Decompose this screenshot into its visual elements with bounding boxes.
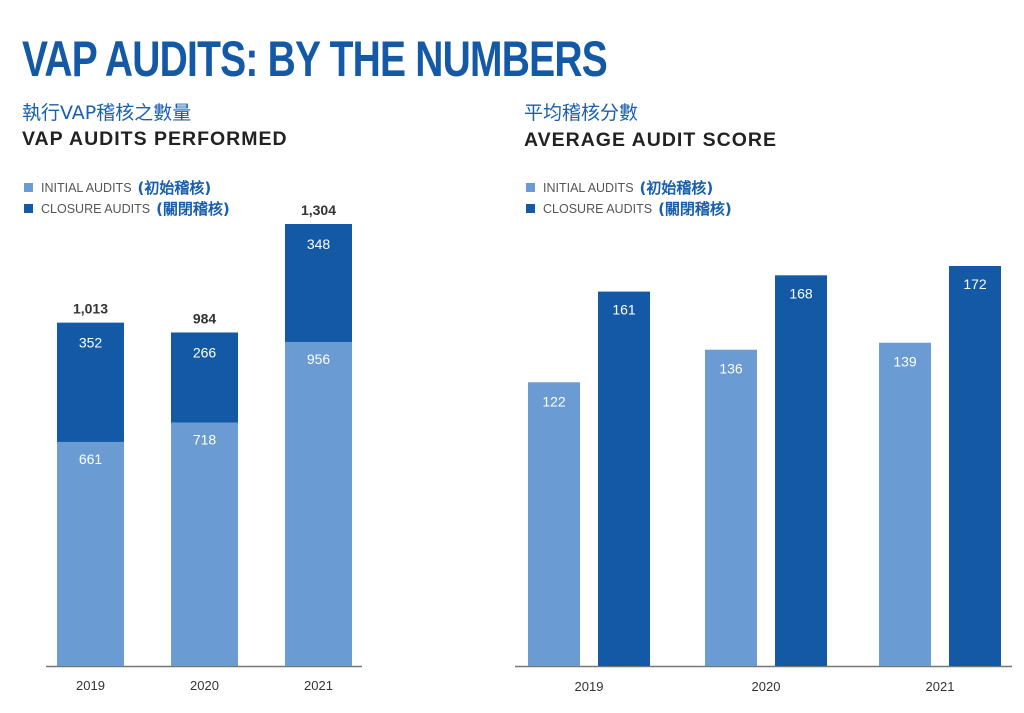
legend-item-initial: INITIAL AUDITS (初始稽核) <box>526 177 732 198</box>
bar-label-closure: 348 <box>307 236 331 252</box>
chart2-title-zh: 平均稽核分數 <box>524 102 639 124</box>
bar-closure-2019 <box>57 322 124 442</box>
bar-label-closure: 266 <box>193 344 217 360</box>
chart2-legend: INITIAL AUDITS (初始稽核) CLOSURE AUDITS (關閉… <box>526 177 732 219</box>
legend-label: CLOSURE AUDITS <box>543 201 653 216</box>
legend-item-closure: CLOSURE AUDITS (關閉稽核) <box>526 198 732 219</box>
bar-closure-2020 <box>171 332 238 423</box>
x-tick-label: 2020 <box>190 678 219 693</box>
bar-initial-2020 <box>171 422 238 666</box>
legend-label-zh: (初始稽核) <box>137 179 212 197</box>
legend-label-zh: (初始稽核) <box>639 179 714 197</box>
x-tick-label: 2021 <box>304 678 333 693</box>
legend-label: CLOSURE AUDITS <box>41 201 151 216</box>
chart1-title-zh: 執行VAP稽核之數量 <box>22 102 192 124</box>
bar-label-initial: 139 <box>893 354 917 370</box>
bar-label-closure: 352 <box>79 335 103 351</box>
legend-item-initial: INITIAL AUDITS (初始稽核) <box>24 177 230 198</box>
chart1-title: VAP AUDITS PERFORMED <box>22 128 288 150</box>
bar-initial-2021 <box>285 341 352 666</box>
bar-label-initial: 661 <box>79 451 103 467</box>
legend-label-zh: (關閉稽核) <box>658 200 732 218</box>
x-tick-label: 2020 <box>752 679 781 694</box>
legend-item-closure: CLOSURE AUDITS (關閉稽核) <box>24 198 230 219</box>
legend-label: INITIAL AUDITS <box>41 180 132 195</box>
bar-closure-2021 <box>949 266 1001 666</box>
total-label: 984 <box>193 310 217 326</box>
bar-label-closure: 168 <box>789 285 813 301</box>
x-tick-label: 2019 <box>575 679 604 694</box>
legend-swatch-closure <box>526 204 535 213</box>
chart2-title: AVERAGE AUDIT SCORE <box>524 129 778 151</box>
bar-label-initial: 718 <box>193 432 217 448</box>
bar-closure-2020 <box>775 275 827 666</box>
bar-closure-2021 <box>285 224 352 342</box>
total-label: 1,013 <box>73 301 108 317</box>
bar-initial-2021 <box>879 342 931 666</box>
bar-label-initial: 122 <box>542 393 566 409</box>
bar-initial-2019 <box>57 441 124 666</box>
legend-swatch-initial <box>526 183 535 192</box>
bar-initial-2019 <box>528 382 580 666</box>
bar-initial-2020 <box>705 349 757 666</box>
page-title: VAP AUDITS: BY THE NUMBERS <box>22 31 608 87</box>
x-tick-label: 2019 <box>76 678 105 693</box>
total-label: 1,304 <box>301 202 336 218</box>
legend-label: INITIAL AUDITS <box>543 180 634 195</box>
bar-label-initial: 956 <box>307 351 331 367</box>
bar-closure-2019 <box>598 291 650 666</box>
legend-swatch-initial <box>24 183 33 192</box>
x-tick-label: 2021 <box>926 679 955 694</box>
legend-label-zh: (關閉稽核) <box>156 200 230 218</box>
chart1-legend: INITIAL AUDITS (初始稽核) CLOSURE AUDITS (關閉… <box>24 177 230 219</box>
bar-label-closure: 172 <box>963 276 987 292</box>
bar-label-closure: 161 <box>612 302 636 318</box>
legend-swatch-closure <box>24 204 33 213</box>
bar-label-initial: 136 <box>719 361 743 377</box>
